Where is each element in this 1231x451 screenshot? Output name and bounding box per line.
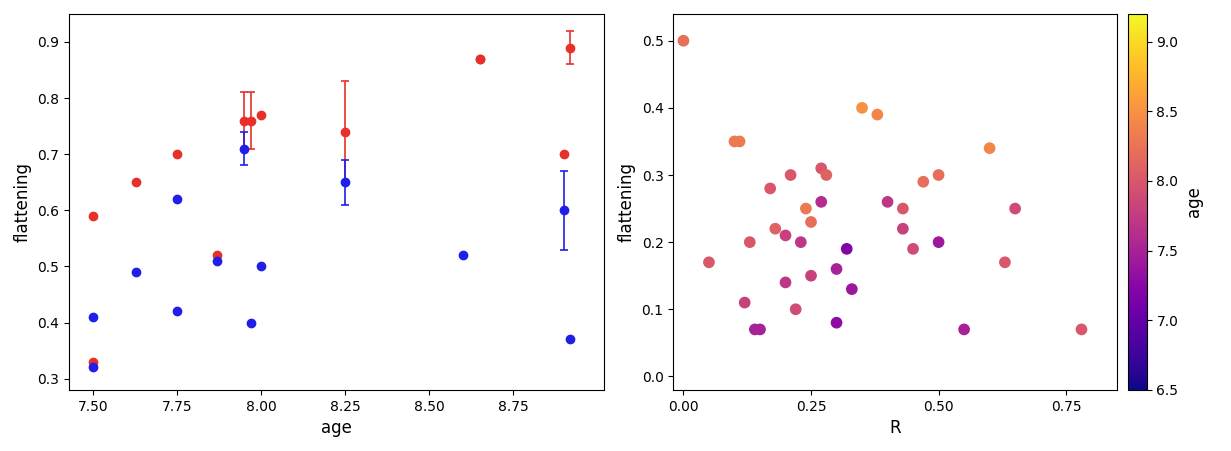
Point [954,326,974,333]
Point [750,326,769,333]
Point [980,145,1000,152]
Point [792,239,811,246]
Point [725,138,745,145]
Y-axis label: age: age [1185,186,1204,217]
Point [673,37,693,44]
Point [801,272,821,279]
Point [785,306,805,313]
Point [766,225,785,232]
Point [842,285,862,293]
Point [796,205,816,212]
Point [699,259,719,266]
Point [730,138,750,145]
Point [913,178,933,185]
Point [928,171,948,179]
Point [801,218,821,226]
Point [811,198,831,206]
Point [892,225,912,232]
Point [780,171,800,179]
Y-axis label: flattening: flattening [618,162,636,242]
Point [878,198,897,206]
Point [811,165,831,172]
X-axis label: age: age [321,419,352,437]
Point [816,171,836,179]
Point [995,259,1014,266]
Point [827,265,847,272]
Point [776,232,795,239]
Point [837,245,857,253]
Point [776,279,795,286]
Point [868,111,888,118]
Point [1137,353,1157,360]
Point [740,239,760,246]
Point [735,299,755,306]
Point [827,319,847,327]
Point [852,104,872,111]
Point [1072,326,1092,333]
Point [745,326,764,333]
Point [928,239,948,246]
Y-axis label: flattening: flattening [14,162,32,242]
Point [892,205,912,212]
Point [761,185,780,192]
Point [1006,205,1025,212]
Point [904,245,923,253]
X-axis label: R: R [890,419,901,437]
